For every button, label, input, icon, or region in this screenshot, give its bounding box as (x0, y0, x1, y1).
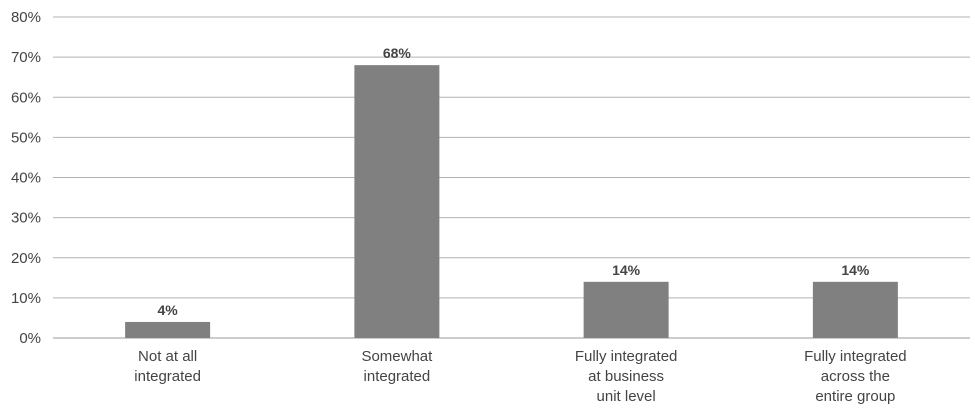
x-tick-label: Fully integrated at business unit level (575, 348, 678, 405)
data-label: 4% (158, 302, 179, 318)
bar (125, 321, 211, 338)
bars (125, 65, 898, 339)
bar (812, 281, 898, 338)
y-tick-label: 10% (11, 290, 41, 307)
y-tick-label: 80% (11, 9, 41, 26)
x-axis: Not at all integrated Somewhat integrated Fu… (134, 348, 906, 405)
data-labels: 4% 68% 14% 14% (158, 45, 870, 318)
y-tick-label: 0% (19, 330, 41, 347)
y-tick-label: 30% (11, 210, 41, 227)
data-label: 68% (383, 45, 412, 61)
y-tick-label: 40% (11, 170, 41, 187)
x-tick-label: Somewhat integrated (361, 348, 433, 385)
y-axis: 0% 10% 20% 30% 40% 50% 60% 70% 80% (11, 9, 41, 347)
data-label: 14% (841, 262, 870, 278)
y-tick-label: 70% (11, 49, 41, 66)
x-tick-label: Not at all integrated (134, 348, 201, 385)
gridlines (53, 16, 970, 339)
x-tick-label: Fully integrated across the entire group (804, 348, 907, 405)
bar (354, 65, 440, 339)
y-tick-label: 50% (11, 129, 41, 146)
y-tick-label: 60% (11, 89, 41, 106)
data-label: 14% (612, 262, 641, 278)
bar (583, 281, 669, 338)
y-tick-label: 20% (11, 250, 41, 267)
